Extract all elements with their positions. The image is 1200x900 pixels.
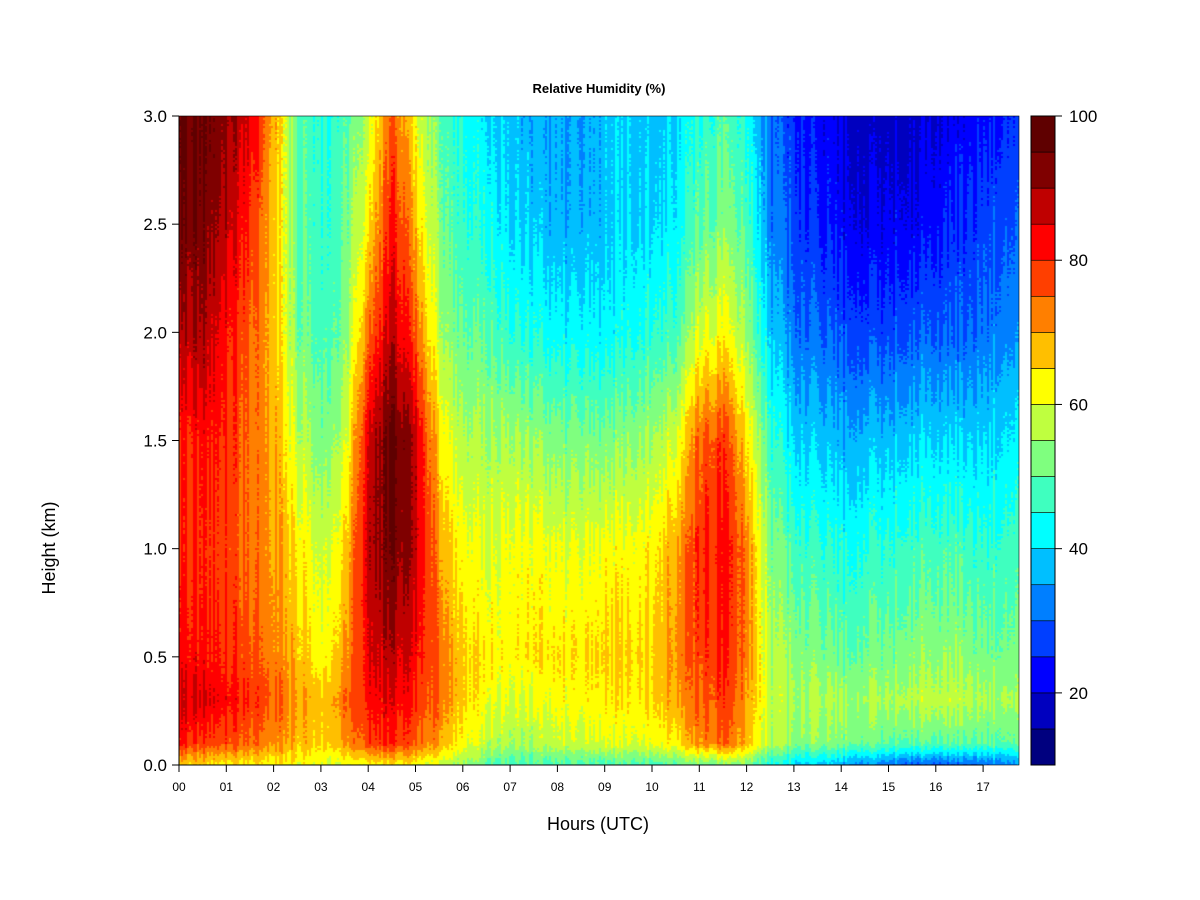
y-tick-label: 0.5 xyxy=(143,648,167,667)
y-axis-label: Height (km) xyxy=(39,501,59,594)
x-tick-label: 12 xyxy=(740,780,754,794)
colorbar-swatch xyxy=(1030,259,1056,297)
colorbar-swatch xyxy=(1030,187,1056,225)
x-tick-label: 02 xyxy=(267,780,281,794)
colorbar-swatch xyxy=(1030,728,1056,766)
colorbar-swatch xyxy=(1030,548,1056,586)
colorbar-swatch xyxy=(1030,151,1056,189)
y-tick-label: 3.0 xyxy=(143,107,167,126)
x-tick-label: 07 xyxy=(503,780,517,794)
colorbar-swatch xyxy=(1030,404,1056,441)
x-tick-label: 15 xyxy=(882,780,896,794)
colorbar-tick-label: 40 xyxy=(1069,540,1088,559)
colorbar-swatch xyxy=(1030,512,1056,549)
x-tick-label: 10 xyxy=(645,780,659,794)
colorbar-swatch xyxy=(1030,332,1056,369)
plot-area xyxy=(179,116,1019,765)
chart-title: Relative Humidity (%) xyxy=(533,81,666,96)
plot-frame xyxy=(178,115,1020,766)
x-tick-label: 17 xyxy=(976,780,990,794)
x-axis-label: Hours (UTC) xyxy=(547,814,649,834)
colorbar-tick-label: 20 xyxy=(1069,684,1088,703)
x-tick-label: 04 xyxy=(362,780,376,794)
heatmap-raster xyxy=(179,116,1019,765)
colorbar-swatch xyxy=(1030,368,1056,405)
colorbar-swatch xyxy=(1030,223,1056,261)
x-tick-label: 01 xyxy=(220,780,234,794)
y-axis: 0.0 0.5 1.0 1.5 2.0 2.5 3.0 xyxy=(143,107,180,775)
x-tick-label: 13 xyxy=(787,780,801,794)
x-tick-label: 16 xyxy=(929,780,943,794)
y-tick-label: 1.0 xyxy=(143,540,167,559)
y-tick-label: 1.5 xyxy=(143,432,167,451)
y-tick-label: 0.0 xyxy=(143,756,167,775)
x-tick-label: 08 xyxy=(551,780,565,794)
colorbar-tick-label: 100 xyxy=(1069,107,1097,126)
x-tick-label: 00 xyxy=(172,780,186,794)
colorbar: 20 40 60 80 100 xyxy=(1030,107,1097,766)
colorbar-tick-label: 60 xyxy=(1069,395,1088,414)
colorbar-swatch xyxy=(1030,115,1056,153)
colorbar-swatch xyxy=(1030,476,1056,513)
colorbar-swatch xyxy=(1030,295,1056,333)
y-tick-label: 2.0 xyxy=(143,323,167,342)
colorbar-frame xyxy=(1030,115,1056,766)
y-tick-label: 2.5 xyxy=(143,215,167,234)
x-axis: 00 01 02 03 04 05 06 07 08 09 10 11 12 13 14 15 16 17 xyxy=(172,764,990,794)
colorbar-swatch xyxy=(1030,440,1056,477)
x-tick-label: 11 xyxy=(693,780,706,794)
x-tick-label: 06 xyxy=(456,780,470,794)
colorbar-swatch xyxy=(1030,620,1056,658)
colorbar-tick-label: 80 xyxy=(1069,251,1088,270)
colorbar-swatch xyxy=(1030,692,1056,730)
x-tick-label: 09 xyxy=(598,780,612,794)
colorbar-swatch xyxy=(1030,656,1056,694)
x-tick-label: 14 xyxy=(835,780,849,794)
colorbar-swatch xyxy=(1030,584,1056,622)
x-tick-label: 03 xyxy=(314,780,328,794)
x-tick-label: 05 xyxy=(409,780,423,794)
